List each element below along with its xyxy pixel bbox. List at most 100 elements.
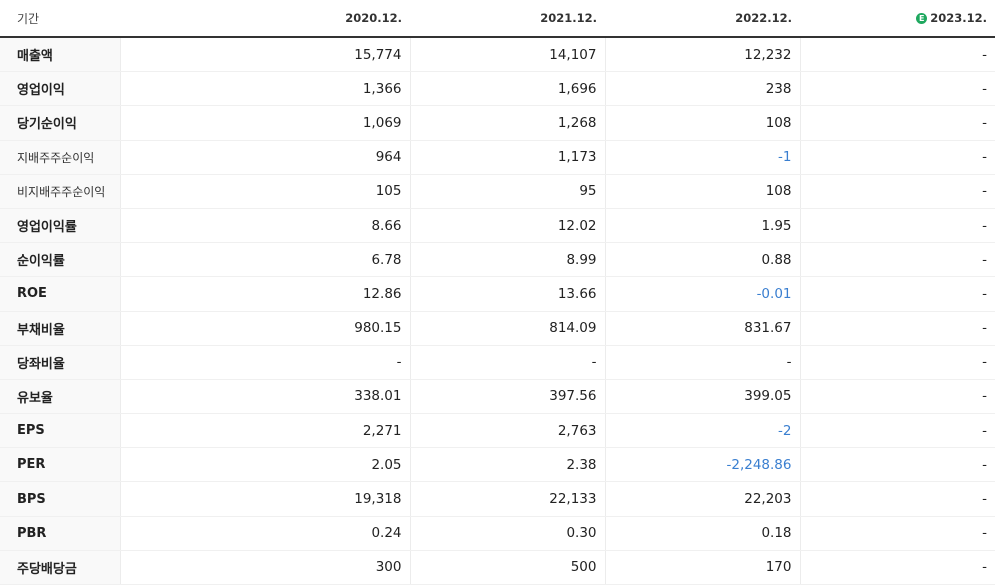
row-label: BPS bbox=[0, 481, 120, 517]
table-cell: - bbox=[799, 379, 995, 415]
row-label: ROE bbox=[0, 276, 120, 312]
table-cell: 14,107 bbox=[409, 37, 605, 73]
estimate-icon: E bbox=[916, 13, 928, 24]
row-label: 지배주주순이익 bbox=[0, 140, 120, 175]
table-cell: - bbox=[799, 174, 995, 209]
row-label: 당좌비율 bbox=[0, 345, 120, 380]
table-row: 영업이익률 8.66 12.02 1.95- bbox=[0, 207, 995, 244]
table-cell: 12.02 bbox=[409, 207, 605, 244]
table-cell: - bbox=[799, 71, 995, 107]
table-cell: 15,774 bbox=[119, 37, 410, 73]
row-label: PER bbox=[0, 447, 120, 483]
table-cell: 108 bbox=[604, 174, 800, 209]
row-label: PBR bbox=[0, 516, 120, 551]
table-cell: 1.95 bbox=[604, 207, 800, 244]
table-cell: 105 bbox=[119, 174, 410, 209]
table-cell: 8.99 bbox=[409, 242, 605, 278]
table-cell: 8.66 bbox=[119, 207, 410, 244]
row-label: EPS bbox=[0, 413, 120, 449]
table-row: 순이익률 6.78 8.99 0.88- bbox=[0, 242, 995, 278]
row-label: 영업이익률 bbox=[0, 207, 120, 244]
table-cell: 1,069 bbox=[119, 105, 410, 141]
table-cell: - bbox=[799, 37, 995, 73]
table-cell: 2,271 bbox=[119, 413, 410, 449]
row-label: 유보율 bbox=[0, 379, 120, 415]
period-header-label: 기간 bbox=[0, 0, 120, 38]
table-cell: 95 bbox=[409, 174, 605, 209]
table-cell: - bbox=[604, 345, 800, 380]
table-cell: 1,268 bbox=[409, 105, 605, 141]
table-cell: - bbox=[409, 345, 605, 380]
table-cell: 0.24 bbox=[119, 516, 410, 551]
table-cell: 108 bbox=[604, 105, 800, 141]
table-cell: 1,696 bbox=[409, 71, 605, 107]
table-cell: 0.18 bbox=[604, 516, 800, 551]
table-cell: 814.09 bbox=[409, 310, 605, 346]
table-cell: - bbox=[799, 105, 995, 141]
table-cell: 2.38 bbox=[409, 447, 605, 483]
table-cell: 397.56 bbox=[409, 379, 605, 415]
table-cell: 22,133 bbox=[409, 481, 605, 517]
table-row: EPS 2,271 2,763 -2- bbox=[0, 413, 995, 449]
table-cell: - bbox=[799, 447, 995, 483]
table-cell: - bbox=[799, 516, 995, 551]
table-cell: - bbox=[119, 345, 410, 380]
table-cell: 964 bbox=[119, 140, 410, 175]
row-label: 비지배주주순이익 bbox=[0, 174, 120, 209]
table-row: PER 2.05 2.38 -2,248.86- bbox=[0, 447, 995, 483]
table-cell: 2.05 bbox=[119, 447, 410, 483]
table-cell: 2,763 bbox=[409, 413, 605, 449]
table-row: 비지배주주순이익 105 95 108- bbox=[0, 174, 995, 209]
table-cell: - bbox=[799, 276, 995, 312]
table-cell: - bbox=[799, 207, 995, 244]
table-cell: 6.78 bbox=[119, 242, 410, 278]
table-cell: 831.67 bbox=[604, 310, 800, 346]
row-label: 당기순이익 bbox=[0, 105, 120, 141]
table-cell: -1 bbox=[604, 140, 800, 175]
row-label: 순이익률 bbox=[0, 242, 120, 278]
table-row: 매출액 15,774 14,107 12,232- bbox=[0, 37, 995, 73]
table-cell: 300 bbox=[119, 549, 410, 585]
table-cell: 12,232 bbox=[604, 37, 800, 73]
table-cell: - bbox=[799, 140, 995, 175]
table-row: 당좌비율 - - - - bbox=[0, 345, 995, 380]
period-2020: 2020.12. bbox=[120, 0, 410, 38]
table-cell: 13.66 bbox=[409, 276, 605, 312]
table-cell: 19,318 bbox=[119, 481, 410, 517]
table-cell: -2 bbox=[604, 413, 800, 449]
table-cell: - bbox=[799, 413, 995, 449]
table-cell: -0.01 bbox=[604, 276, 800, 312]
row-label: 매출액 bbox=[0, 37, 120, 73]
table-cell: 22,203 bbox=[604, 481, 800, 517]
table-row: BPS 19,318 22,133 22,203- bbox=[0, 481, 995, 517]
table-row: 영업이익 1,366 1,696 238- bbox=[0, 71, 995, 107]
table-row: 유보율 338.01 397.56 399.05- bbox=[0, 379, 995, 415]
table-row: 당기순이익 1,069 1,268 108- bbox=[0, 105, 995, 141]
period-2022: 2022.12. bbox=[605, 0, 800, 38]
table-cell: - bbox=[799, 481, 995, 517]
table-cell: 170 bbox=[604, 549, 800, 585]
table-cell: 1,366 bbox=[119, 71, 410, 107]
table-cell: -2,248.86 bbox=[604, 447, 800, 483]
table-cell: 0.30 bbox=[409, 516, 605, 551]
table-row: ROE 12.86 13.66 -0.01- bbox=[0, 276, 995, 312]
period-2021: 2021.12. bbox=[410, 0, 605, 38]
table-cell: 500 bbox=[409, 549, 605, 585]
row-label: 부채비율 bbox=[0, 310, 120, 346]
row-label: 주당배당금 bbox=[0, 549, 120, 585]
table-cell: - bbox=[799, 242, 995, 278]
table-row: 부채비율 980.15 814.09 831.67- bbox=[0, 310, 995, 346]
table-row: PBR 0.24 0.30 0.18- bbox=[0, 516, 995, 551]
table-cell: 980.15 bbox=[119, 310, 410, 346]
table-cell: 12.86 bbox=[119, 276, 410, 312]
table-cell: 338.01 bbox=[119, 379, 410, 415]
table-cell: 399.05 bbox=[604, 379, 800, 415]
table-cell: - bbox=[799, 549, 995, 585]
table-row: 주당배당금 300 500 170- bbox=[0, 549, 995, 585]
table-cell: 0.88 bbox=[604, 242, 800, 278]
period-2023-estimate: E 2023.12. bbox=[800, 0, 995, 38]
table-row: 지배주주순이익 964 1,173 -1- bbox=[0, 140, 995, 175]
period-2023-label: 2023.12. bbox=[930, 11, 987, 25]
table-cell: - bbox=[799, 345, 995, 380]
